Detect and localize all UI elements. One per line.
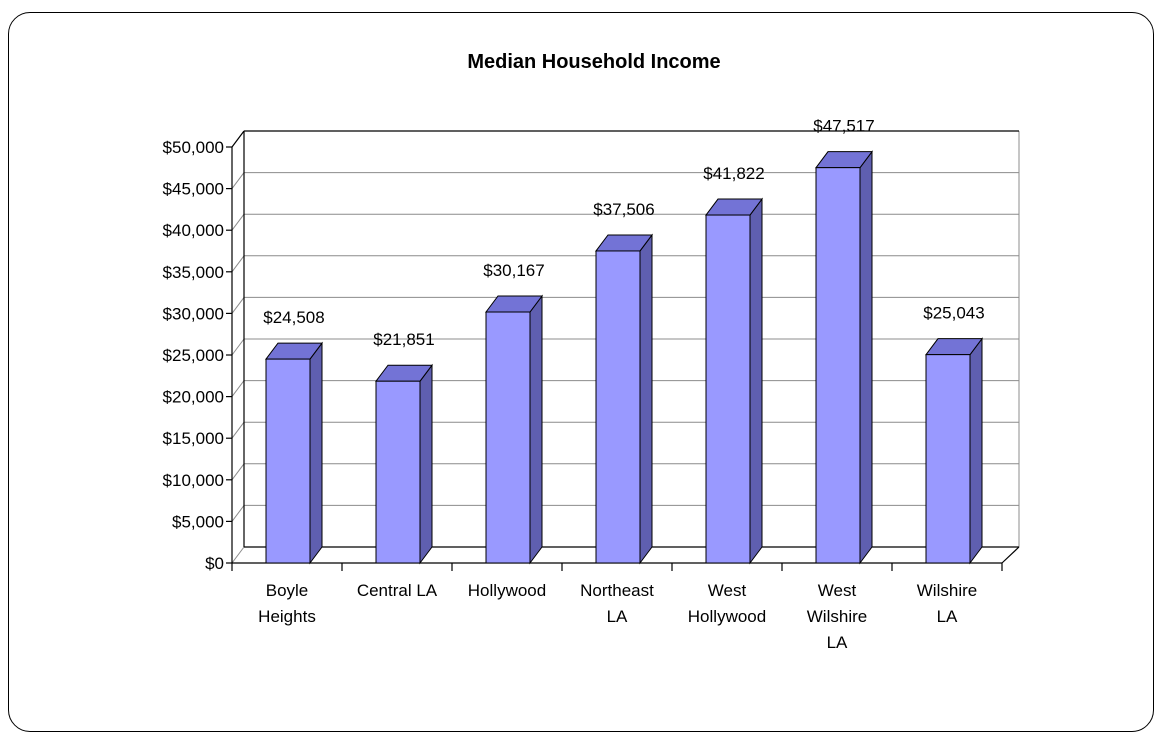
bar-front: [815, 167, 861, 564]
bar-front: [265, 358, 311, 564]
bar: [265, 341, 323, 565]
wall-tick: [231, 338, 245, 356]
wall-tick: [231, 172, 245, 189]
data-label: $47,517: [813, 117, 874, 136]
wall-tick: [231, 297, 245, 314]
bar: [595, 233, 653, 565]
y-tick-label: $15,000: [163, 429, 224, 448]
y-axis-top-connector: [231, 130, 245, 148]
x-tick-label: West Hollywood: [688, 581, 766, 626]
wall-tick: [231, 213, 245, 231]
bar-side: [749, 197, 763, 565]
data-label: $41,822: [703, 164, 764, 183]
x-tick-label: Boyle Heights: [258, 581, 316, 626]
y-tick-label: $40,000: [163, 221, 224, 240]
y-tick-label: $30,000: [163, 304, 224, 323]
bar: [815, 150, 873, 565]
x-tick-label: Central LA: [357, 581, 438, 600]
bar-side: [529, 294, 543, 565]
bar-side: [969, 337, 983, 565]
wall-tick: [231, 505, 245, 522]
bar-side: [859, 150, 873, 565]
bar-side: [419, 363, 433, 565]
x-tick-label-line: Central LA: [357, 581, 438, 600]
x-tick-label-line: West: [708, 581, 747, 600]
bar: [375, 363, 433, 565]
data-label: $25,043: [923, 304, 984, 323]
x-tick-label-line: Wilshire: [807, 607, 867, 626]
y-tick-label: $0: [205, 554, 224, 573]
x-tick-label-line: Wilshire: [917, 581, 977, 600]
wall-tick: [231, 421, 245, 439]
x-tick-label: Wilshire LA: [917, 581, 977, 626]
y-tick-label: $35,000: [163, 263, 224, 282]
x-tick-label-line: LA: [937, 607, 958, 626]
y-tick-label: $45,000: [163, 180, 224, 199]
bar-front: [595, 250, 641, 564]
bar: [925, 337, 983, 565]
x-tick-label-line: Hollywood: [468, 581, 546, 600]
bar-side: [309, 341, 323, 565]
x-tick-label-line: West: [818, 581, 857, 600]
y-tick-label: $5,000: [172, 512, 224, 531]
wall-tick: [231, 380, 245, 397]
data-label: $30,167: [483, 261, 544, 280]
wall-tick: [231, 546, 245, 564]
y-tick-label: $50,000: [163, 138, 224, 157]
bar-front: [705, 214, 751, 564]
x-tick-label-line: Heights: [258, 607, 316, 626]
x-tick-label-line: Boyle: [266, 581, 309, 600]
x-tick-label: Northeast LA: [580, 581, 654, 626]
bar-side: [639, 233, 653, 565]
bar: [485, 294, 543, 565]
y-tick-label: $20,000: [163, 388, 224, 407]
x-tick-label-line: LA: [607, 607, 628, 626]
bar-layer: [265, 150, 983, 565]
wall-tick: [231, 255, 245, 273]
y-tick-label: $10,000: [163, 471, 224, 490]
chart-title: Median Household Income: [467, 51, 720, 73]
x-tick-label: Hollywood: [468, 581, 546, 600]
x-tick-label: West Wilshire LA: [807, 581, 867, 652]
bar-front: [485, 311, 531, 564]
data-label: $24,508: [263, 308, 324, 327]
data-label: $21,851: [373, 330, 434, 349]
bar-front: [925, 354, 971, 564]
x-tick-label-line: Hollywood: [688, 607, 766, 626]
label-layer: $0 $5,000 $10,000 $15,000 $20,000 $25,000 $30,…: [163, 117, 985, 652]
bar-front: [375, 380, 421, 564]
x-tick-label-line: Northeast: [580, 581, 654, 600]
wall-tick: [231, 463, 245, 481]
x-tick-label-line: LA: [827, 633, 848, 652]
data-label: $37,506: [593, 200, 654, 219]
bar: [705, 197, 763, 565]
y-tick-label: $25,000: [163, 346, 224, 365]
floor-right-edge: [1001, 546, 1020, 564]
